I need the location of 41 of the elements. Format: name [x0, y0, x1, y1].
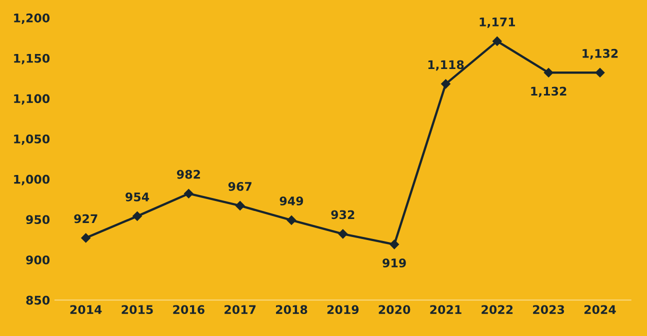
x-tick-label: 2018	[276, 305, 308, 314]
y-tick-label: 1,200	[14, 14, 50, 24]
data-label: 967	[228, 182, 252, 191]
data-label: 932	[331, 210, 354, 220]
data-label: 982	[176, 170, 200, 179]
data-label: 1,171	[480, 18, 516, 28]
data-label: 919	[382, 258, 406, 268]
data-label: 1,132	[531, 86, 566, 98]
y-tick-label: 1,050	[14, 134, 50, 145]
x-tick-label: 2024	[584, 305, 616, 314]
data-label: 1,132	[582, 48, 618, 60]
point	[595, 68, 605, 78]
x-tick-label: 2017	[224, 305, 256, 314]
y-tick-label: 900	[26, 255, 50, 264]
x-tick-label: 2014	[70, 305, 102, 314]
y-tick-label: 850	[26, 296, 50, 305]
data-label: 1,118	[428, 60, 464, 71]
point	[132, 212, 142, 221]
y-tick-label: 1,100	[14, 94, 50, 105]
y-tick-label: 1,000	[14, 174, 50, 186]
x-tick-label: 2019	[327, 305, 359, 314]
x-tick-label: 2016	[173, 305, 204, 314]
x-tick-label: 2021	[430, 305, 462, 314]
data-label: 949	[280, 196, 304, 206]
y-tick-label: 950	[26, 215, 50, 224]
point	[544, 68, 554, 78]
point	[235, 201, 245, 210]
point	[81, 233, 90, 243]
point	[286, 216, 296, 225]
x-tick-label: 2023	[533, 305, 564, 314]
point	[184, 188, 194, 198]
data-label: 927	[74, 214, 98, 224]
point	[492, 36, 502, 46]
data-label: 954	[126, 192, 150, 202]
x-tick-label: 2022	[482, 305, 513, 314]
y-tick-label: 1,150	[14, 54, 50, 64]
x-tick-label: 2020	[378, 305, 410, 314]
point	[390, 240, 399, 250]
point	[441, 79, 450, 89]
x-tick-label: 2015	[122, 305, 153, 314]
point	[338, 229, 348, 239]
